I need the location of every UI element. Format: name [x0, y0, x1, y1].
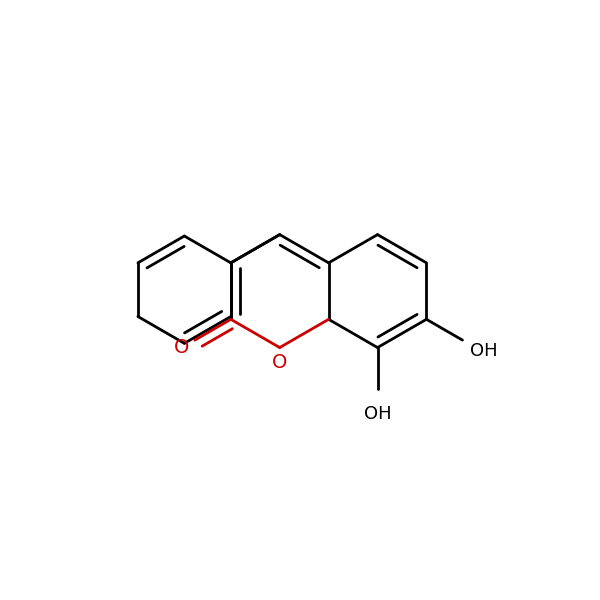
Text: O: O [272, 353, 287, 372]
Text: OH: OH [470, 343, 498, 361]
Text: O: O [174, 338, 190, 357]
Text: OH: OH [364, 405, 391, 423]
